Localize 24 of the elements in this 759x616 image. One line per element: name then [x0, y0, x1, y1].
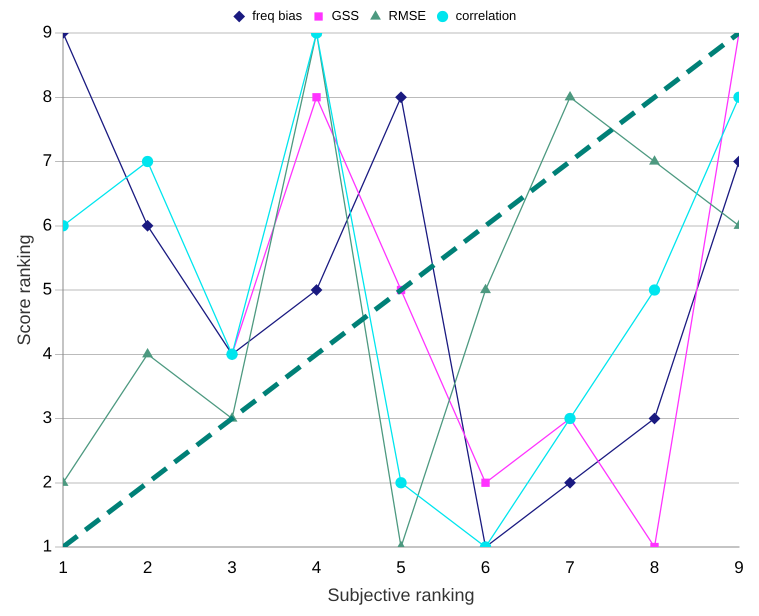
- legend-label: GSS: [332, 8, 360, 24]
- y-tick-label: 2: [42, 472, 52, 492]
- y-tick-label: 3: [42, 408, 52, 428]
- legend-label: freq bias: [252, 8, 303, 24]
- x-tick-label: 9: [734, 558, 744, 577]
- y-axis-title: Score ranking: [14, 234, 34, 346]
- x-tick-label: 3: [227, 558, 237, 577]
- y-tick-label: 8: [42, 86, 52, 106]
- legend-label: correlation: [456, 8, 516, 24]
- y-tick-label: 6: [42, 215, 52, 234]
- x-tick-label: 1: [58, 558, 68, 577]
- x-tick-label: 8: [650, 558, 660, 577]
- x-tick-label: 4: [312, 558, 322, 577]
- x-axis-title: Subjective ranking: [327, 585, 475, 606]
- x-tick-label: 5: [396, 558, 406, 577]
- y-tick-label: 5: [42, 280, 52, 299]
- legend-label: RMSE: [388, 8, 426, 24]
- x-tick-label: 7: [565, 558, 575, 577]
- y-tick-label: 9: [42, 22, 52, 42]
- x-tick-label: 6: [480, 558, 490, 577]
- y-tick-label: 7: [42, 151, 52, 170]
- x-tick-label: 2: [142, 558, 152, 577]
- y-tick-label: 4: [42, 344, 52, 363]
- y-tick-label: 1: [42, 536, 52, 556]
